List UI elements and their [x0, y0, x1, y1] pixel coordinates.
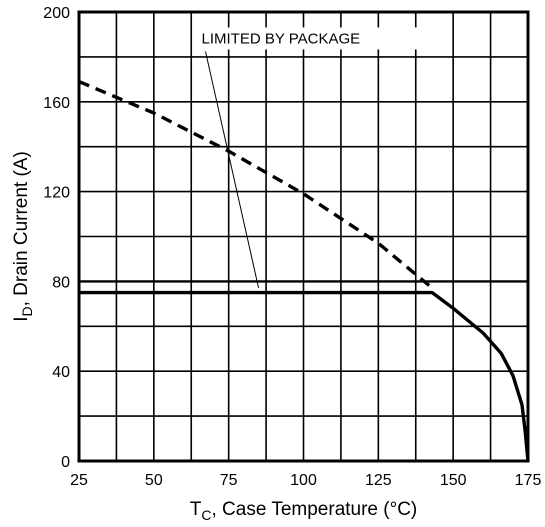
grid-lines: [79, 12, 528, 461]
x-axis-label: TC, Case Temperature (°C): [190, 499, 418, 523]
series-line-solid: [79, 290, 530, 462]
x-tick-label: 150: [440, 472, 467, 489]
annotations: LIMITED BY PACKAGE: [198, 27, 431, 289]
y-tick-label: 0: [61, 454, 70, 471]
tick-labels: 25 50 75 100 125 150 175 0 40 80 120 160 200: [43, 5, 541, 489]
series-line-dashed: [78, 80, 434, 290]
y-tick-label: 80: [52, 274, 70, 291]
y-axis-label: ID, Drain Current (A): [11, 151, 35, 322]
x-tick-label: 175: [515, 472, 542, 489]
y-tick-label: 200: [43, 5, 70, 22]
chart-series: [78, 80, 530, 462]
annotation-label: LIMITED BY PACKAGE: [202, 30, 361, 47]
y-tick-label: 40: [52, 364, 70, 381]
y-tick-label: 120: [43, 185, 70, 202]
x-tick-label: 100: [290, 472, 317, 489]
x-tick-label: 125: [365, 472, 392, 489]
x-tick-label: 75: [220, 472, 238, 489]
plot-frame: [77, 10, 530, 463]
x-tick-label: 25: [70, 472, 88, 489]
x-tick-label: 50: [145, 472, 163, 489]
y-tick-label: 160: [43, 95, 70, 112]
annotation-pointer-line: [205, 51, 260, 289]
annotation-label-background: [198, 27, 431, 50]
